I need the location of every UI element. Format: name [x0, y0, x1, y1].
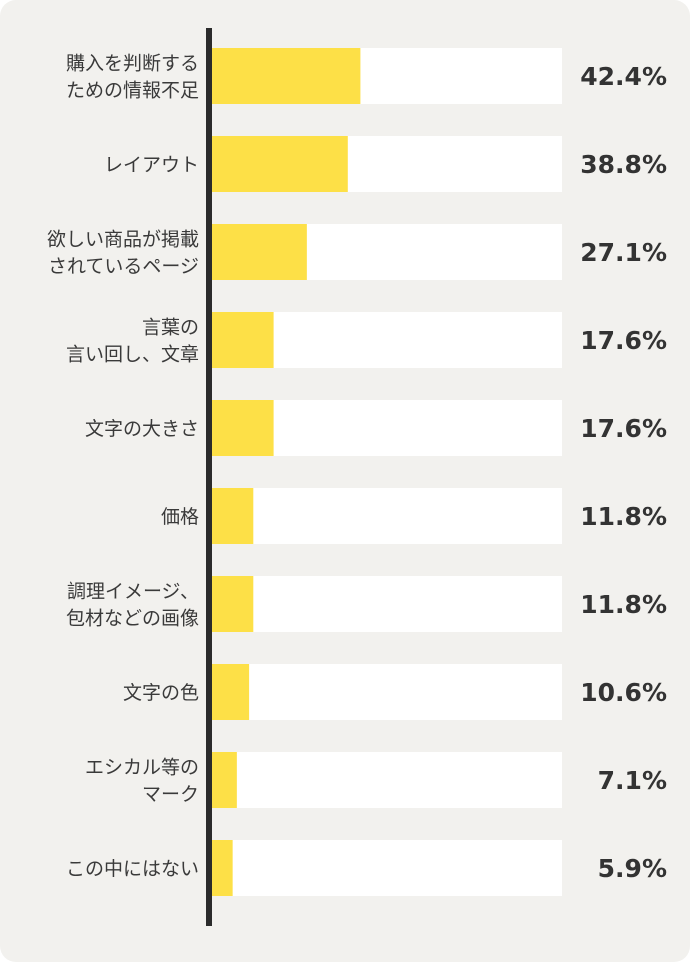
category-label-line: マーク: [142, 784, 199, 806]
value-label: 5.9%: [598, 854, 667, 883]
category-label-line: 文字の大きさ: [85, 418, 199, 440]
category-label-line: レイアウト: [104, 154, 199, 176]
category-label-line: 言い回し、文章: [66, 344, 199, 366]
value-label: 10.6%: [580, 678, 667, 707]
bar: [212, 48, 361, 104]
bar-track: [212, 576, 562, 632]
category-label: 文字の色: [123, 682, 199, 704]
bar: [212, 664, 250, 720]
value-label: 17.6%: [580, 414, 667, 443]
category-label: レイアウト: [104, 154, 199, 176]
category-label-line: ための情報不足: [66, 80, 199, 102]
bar-track: [212, 752, 562, 808]
category-label-line: 言葉の: [142, 317, 199, 339]
category-labels: 購入を判断するための情報不足レイアウト欲しい商品が掲載されているページ言葉の言い…: [47, 53, 199, 881]
bar-track: [212, 664, 562, 720]
category-label-line: エシカル等の: [85, 757, 199, 779]
category-label: 価格: [161, 506, 199, 528]
category-label: エシカル等のマーク: [85, 757, 199, 806]
category-label-line: 価格: [161, 506, 199, 528]
category-label-line: 包材などの画像: [66, 608, 199, 630]
value-label: 7.1%: [598, 766, 667, 795]
bars-layer: [212, 48, 562, 896]
category-label-line: されているページ: [48, 256, 199, 278]
value-label: 27.1%: [580, 238, 667, 267]
category-label: 文字の大きさ: [85, 418, 199, 440]
category-label: 言葉の言い回し、文章: [66, 317, 199, 366]
bar-track: [212, 488, 562, 544]
category-label-line: 欲しい商品が掲載: [47, 229, 199, 251]
bar: [212, 576, 254, 632]
bar: [212, 488, 254, 544]
category-label-line: 購入を判断する: [66, 53, 199, 75]
category-label: 購入を判断するための情報不足: [66, 53, 199, 102]
value-label: 11.8%: [580, 502, 667, 531]
value-label: 11.8%: [580, 590, 667, 619]
value-label: 42.4%: [580, 62, 667, 91]
bar: [212, 224, 307, 280]
bar: [212, 840, 233, 896]
bar: [212, 400, 274, 456]
category-label: 欲しい商品が掲載されているページ: [47, 229, 199, 278]
category-label-line: この中にはない: [66, 858, 199, 880]
value-label: 38.8%: [580, 150, 667, 179]
category-label: 調理イメージ、包材などの画像: [66, 581, 199, 630]
bar-track: [212, 840, 562, 896]
category-label: この中にはない: [66, 858, 199, 880]
category-label-line: 調理イメージ、: [67, 581, 199, 603]
category-label-line: 文字の色: [123, 682, 199, 704]
value-labels: 42.4% 38.8% 27.1% 17.6% 17.6% 11.8% 11.8% 10.6%…: [580, 62, 667, 883]
bar: [212, 752, 237, 808]
value-label: 17.6%: [580, 326, 667, 355]
bar: [212, 312, 274, 368]
bar: [212, 136, 348, 192]
